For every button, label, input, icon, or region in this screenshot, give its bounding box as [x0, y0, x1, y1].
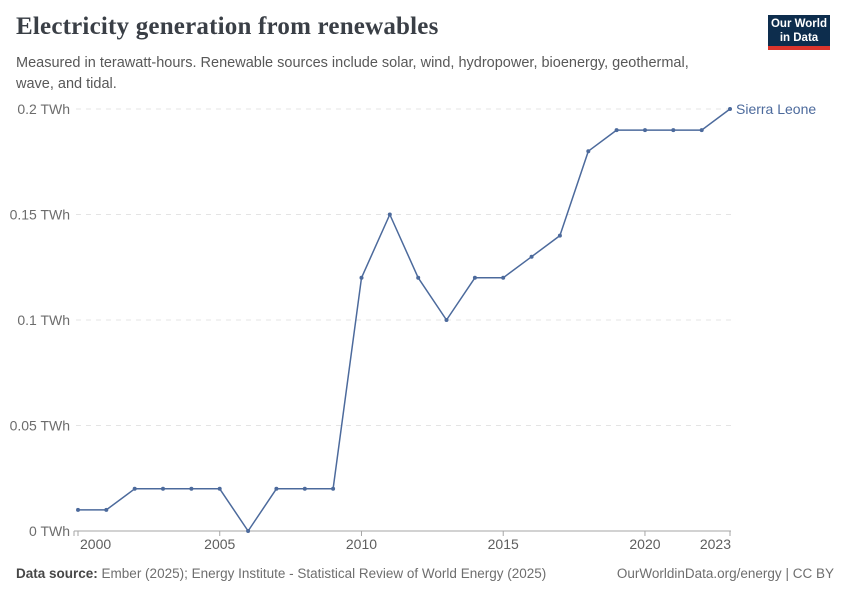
- data-point[interactable]: [614, 128, 619, 133]
- footer-credits: OurWorldinData.org/energy | CC BY: [617, 566, 834, 581]
- data-point[interactable]: [274, 486, 279, 491]
- data-point[interactable]: [104, 507, 109, 512]
- line-chart-plot-area: 0 TWh 0.05 TWh 0.1 TWh 0.15 TWh 0.2 TWh 2000 2…: [10, 101, 817, 552]
- data-point[interactable]: [302, 486, 307, 491]
- y-axis-tick-label: 0.05 TWh: [10, 418, 70, 434]
- data-point[interactable]: [359, 275, 364, 280]
- data-point[interactable]: [643, 128, 647, 133]
- data-point[interactable]: [132, 486, 137, 491]
- x-axis-tick-label: 2020: [629, 536, 660, 552]
- chart-footer: Data source: Ember (2025); Energy Instit…: [16, 566, 834, 581]
- y-axis-tick-label: 0.1 TWh: [17, 312, 70, 328]
- footer-separator: |: [785, 566, 789, 581]
- y-axis-tick-label: 0.2 TWh: [17, 101, 70, 117]
- x-axis-tick-label: 2023: [700, 536, 731, 552]
- owid-logo[interactable]: Our World in Data: [768, 15, 830, 50]
- owid-logo-line1: Our World: [770, 17, 827, 30]
- data-point[interactable]: [501, 275, 506, 280]
- data-point[interactable]: [331, 486, 336, 491]
- data-point[interactable]: [671, 128, 676, 133]
- data-point[interactable]: [586, 149, 591, 154]
- data-source-label: Data source:: [16, 566, 98, 581]
- data-point[interactable]: [246, 529, 251, 533]
- data-point[interactable]: [557, 233, 562, 238]
- data-point[interactable]: [416, 275, 421, 280]
- owid-url-link[interactable]: OurWorldinData.org/energy: [616, 566, 782, 581]
- license-link[interactable]: CC BY: [792, 566, 834, 581]
- x-axis-tick-label: 2005: [204, 536, 235, 552]
- data-point[interactable]: [529, 254, 534, 259]
- data-point[interactable]: [161, 486, 165, 491]
- series-line[interactable]: [77, 108, 731, 532]
- owid-logo-line2: in Data: [779, 31, 819, 44]
- data-point[interactable]: [76, 507, 80, 512]
- data-point[interactable]: [699, 128, 704, 133]
- page-title: Electricity generation from renewables: [16, 13, 439, 40]
- x-axis-tick-label: 2010: [346, 536, 377, 552]
- data-point[interactable]: [728, 107, 732, 111]
- data-point[interactable]: [444, 318, 449, 322]
- x-axis-tick-label: 2015: [488, 536, 519, 552]
- data-point[interactable]: [472, 275, 477, 280]
- y-axis-tick-label: 0 TWh: [29, 523, 70, 539]
- data-point[interactable]: [217, 486, 222, 491]
- x-axis-tick-label: 2000: [80, 536, 111, 552]
- chart-subtitle: Measured in terawatt-hours. Renewable so…: [16, 55, 689, 92]
- data-source: Data source: Ember (2025); Energy Instit…: [16, 566, 546, 581]
- entity-label[interactable]: Sierra Leone: [736, 101, 816, 117]
- data-point[interactable]: [189, 486, 194, 491]
- data-source-text: Ember (2025); Energy Institute - Statist…: [101, 566, 547, 581]
- y-axis-tick-label: 0.15 TWh: [10, 207, 70, 223]
- data-point[interactable]: [387, 212, 392, 217]
